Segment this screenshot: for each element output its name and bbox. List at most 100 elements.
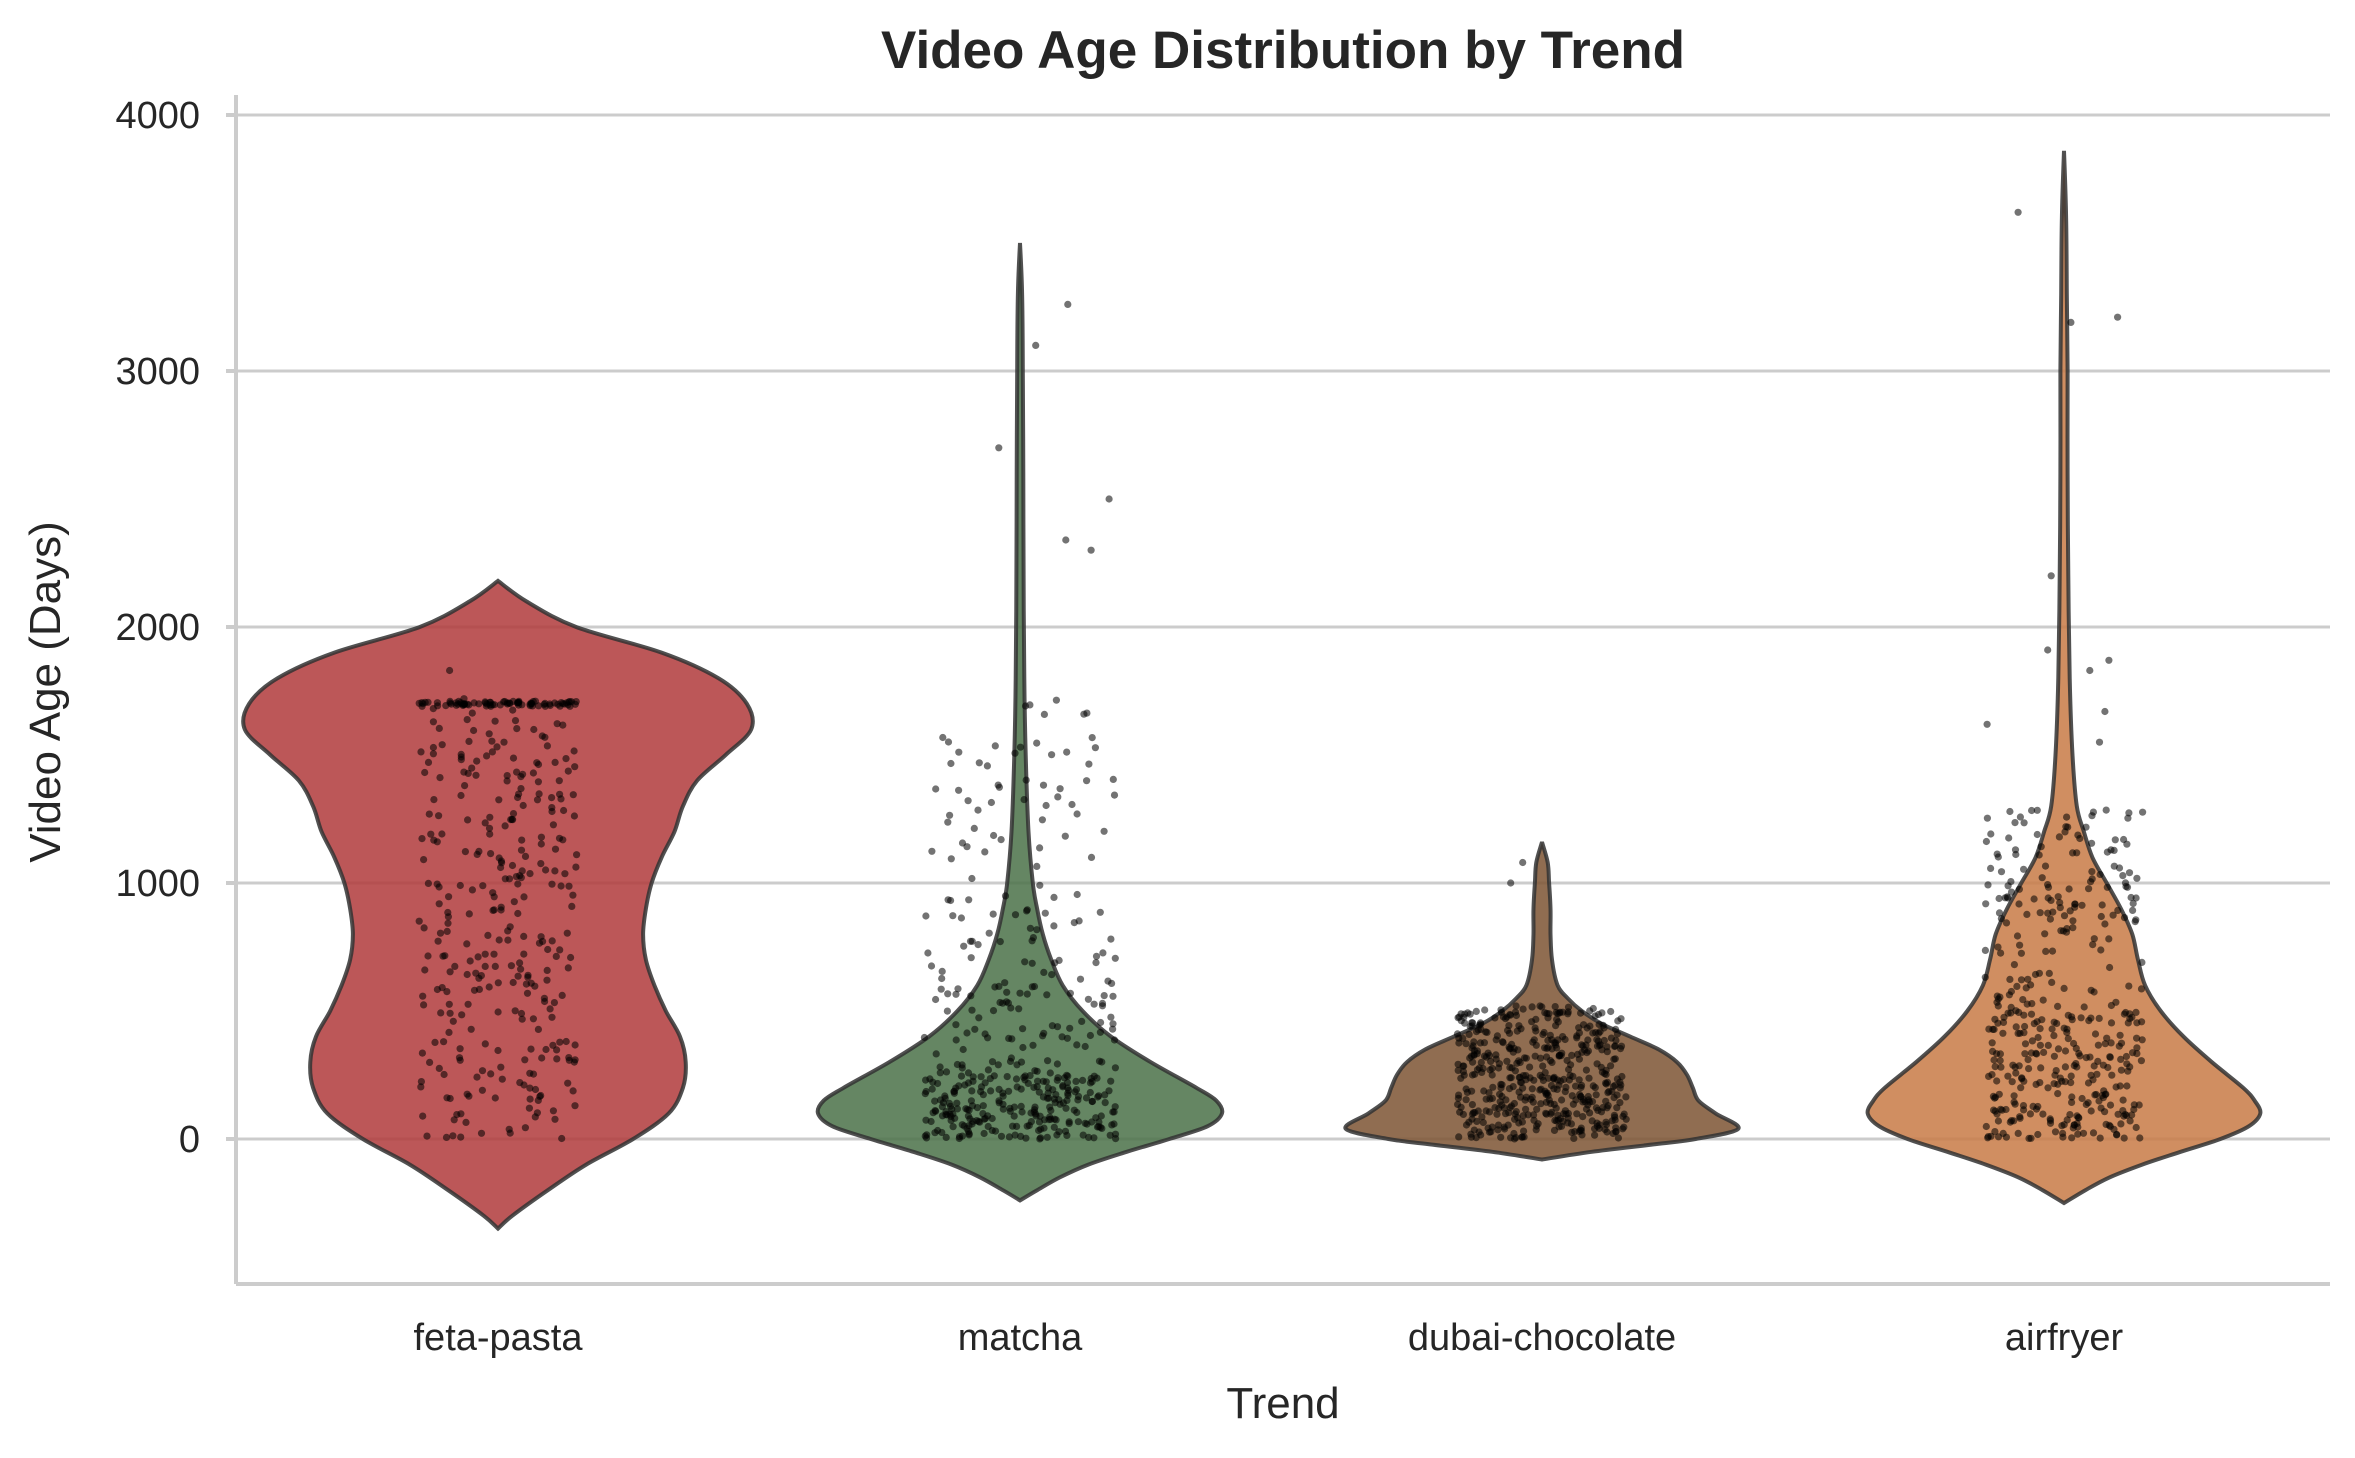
data-point [2110, 846, 2118, 855]
data-point [1079, 1131, 1087, 1139]
data-point [1017, 1102, 1025, 1110]
data-point [1563, 1056, 1571, 1065]
data-point [1989, 1092, 1997, 1100]
data-point [968, 1102, 977, 1110]
data-point [1455, 1091, 1463, 1099]
data-point [488, 748, 496, 756]
data-point [464, 769, 472, 778]
data-point [1497, 1133, 1505, 1141]
data-point [2036, 1079, 2044, 1087]
data-point [2027, 1010, 2036, 1018]
data-point [562, 699, 571, 707]
data-point [2133, 1034, 2141, 1042]
data-point [995, 444, 1003, 452]
data-point [2012, 1069, 2020, 1077]
data-point [1005, 1034, 1013, 1042]
data-point [1607, 1007, 1615, 1016]
data-point [1005, 1087, 1013, 1095]
data-point [1579, 1042, 1587, 1050]
data-point [495, 936, 503, 944]
data-point [515, 701, 523, 709]
data-point [1046, 1069, 1054, 1077]
data-point [1084, 995, 1092, 1003]
data-point [2021, 1022, 2029, 1031]
data-point [969, 1077, 977, 1085]
data-point [483, 752, 491, 760]
data-point [1100, 992, 1108, 1000]
data-point [997, 836, 1005, 844]
data-point [2016, 941, 2024, 949]
data-point [2106, 1122, 2114, 1131]
data-point [555, 777, 563, 785]
data-point [1507, 1102, 1516, 1110]
data-point [1462, 1040, 1470, 1048]
data-point [491, 717, 499, 725]
data-point [520, 893, 528, 901]
data-point [2053, 1019, 2061, 1028]
data-point [2054, 1045, 2063, 1053]
data-point [1616, 1099, 1624, 1107]
data-point [1074, 1118, 1082, 1126]
data-point [1098, 1002, 1107, 1010]
data-point [1533, 1105, 1541, 1113]
data-point [2088, 839, 2096, 847]
data-point [521, 852, 530, 861]
data-point [2011, 819, 2019, 827]
data-point [1463, 1088, 1471, 1096]
data-point [1998, 1106, 2006, 1114]
data-point [510, 898, 518, 906]
data-point [1555, 1123, 1563, 1131]
data-point [1997, 915, 2005, 923]
data-point [513, 725, 521, 733]
data-point [571, 1041, 579, 1049]
data-point [959, 1045, 967, 1054]
data-point [2087, 1107, 2095, 1115]
data-point [1512, 1108, 1520, 1116]
data-point [1506, 1011, 1514, 1019]
violin-dubai-chocolate [1343, 841, 1741, 1162]
data-point [569, 1087, 577, 1095]
data-point [1088, 1097, 1096, 1106]
data-point [2075, 1114, 2083, 1122]
data-point [1063, 748, 1071, 756]
data-point [498, 1075, 506, 1083]
data-point [2010, 961, 2018, 969]
data-point [446, 968, 454, 976]
data-point [962, 1105, 970, 1113]
data-point [457, 756, 465, 764]
data-point [517, 965, 525, 973]
data-point [1465, 1030, 1473, 1038]
data-point [477, 1129, 486, 1137]
data-point [517, 874, 525, 882]
data-point [1499, 1039, 1507, 1047]
data-point [429, 743, 437, 752]
data-point [1506, 1063, 1514, 1071]
data-point [1040, 968, 1048, 977]
data-point [478, 1086, 486, 1094]
data-point [2026, 1110, 2034, 1118]
data-point [552, 952, 560, 961]
data-point [2105, 656, 2113, 664]
data-point [1997, 868, 2006, 876]
data-point [1082, 1094, 1091, 1102]
data-point [423, 1132, 431, 1140]
data-point [509, 754, 518, 762]
data-point [1026, 924, 1034, 932]
data-point [509, 810, 518, 818]
data-point [2050, 1032, 2058, 1040]
data-point [1036, 1135, 1044, 1143]
data-point [1509, 1083, 1517, 1091]
data-point [954, 985, 962, 993]
data-point [475, 974, 483, 982]
x-axis-label: Trend [1226, 1379, 1339, 1428]
data-point [2136, 1134, 2144, 1142]
data-point [1988, 1039, 1996, 1047]
data-point [1556, 1008, 1564, 1016]
data-point [1982, 837, 1990, 846]
data-point [2016, 1113, 2024, 1121]
data-point [2101, 1040, 2109, 1048]
data-point [1056, 785, 1064, 793]
y-tick-label-1000: 1000 [115, 863, 200, 905]
data-point [2020, 1106, 2028, 1114]
data-point [544, 945, 552, 954]
